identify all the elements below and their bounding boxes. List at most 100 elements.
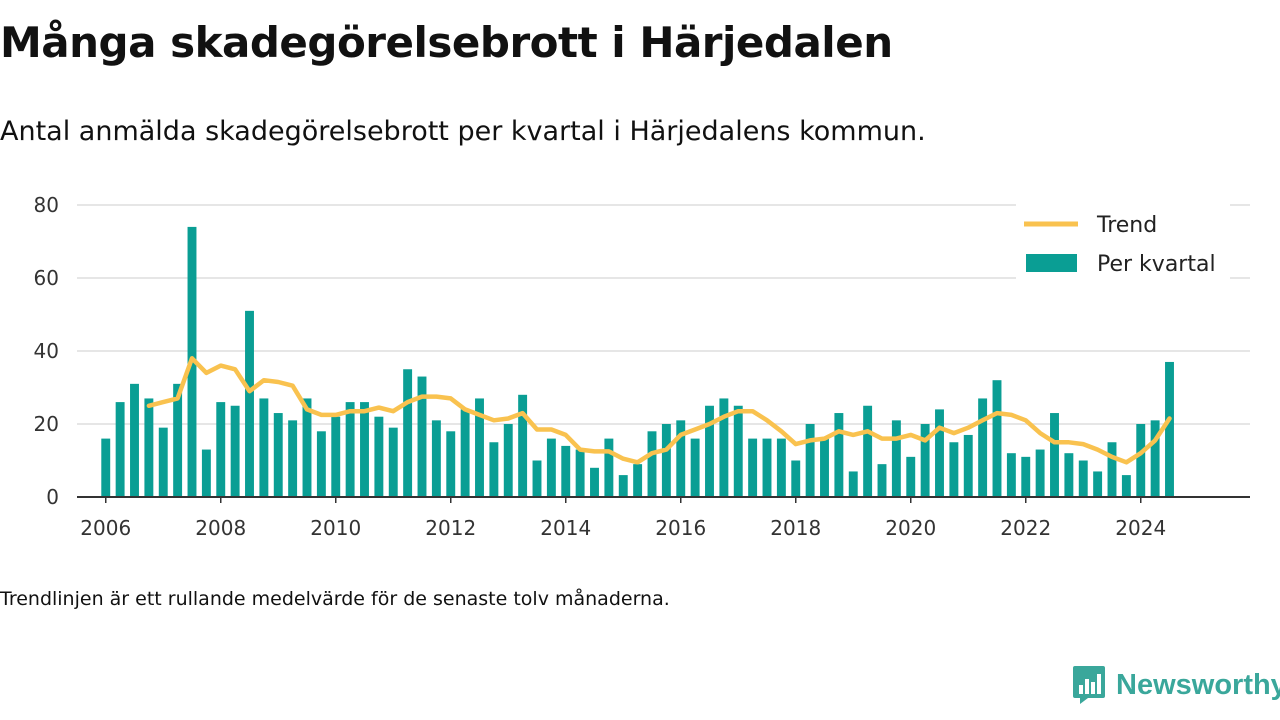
bar [820,438,829,497]
legend-swatch-per-kvartal [1026,254,1077,272]
bar [647,431,657,497]
x-tick-label: 2014 [540,516,591,540]
bar [546,438,556,497]
bar [403,369,413,497]
y-tick-label: 80 [34,193,59,217]
chart-title: Många skadegörelsebrott i Härjedalen [0,18,893,67]
axes: 0 20 40 60 80 2006 2008 2010 2012 2014 2016 2018 202… [34,193,1250,540]
bar [1078,460,1088,497]
trend-line [146,356,1172,465]
y-tick-label: 0 [46,485,59,509]
bar [949,442,959,497]
bar [776,438,786,497]
bar [158,427,168,497]
bar [1136,424,1146,497]
bar [503,424,513,497]
bar-series [101,226,1174,497]
footnote: Trendlinjen är ett rullande medelvärde f… [0,588,670,610]
bar [1006,453,1016,497]
y-tick-label: 60 [34,266,59,290]
x-tick-label: 2018 [770,516,821,540]
bar [1035,449,1045,497]
x-tick-label: 2006 [80,516,131,540]
bar [891,420,901,497]
bar [633,464,643,497]
bar [245,310,254,497]
x-tick-label: 2008 [195,516,246,540]
bar [115,402,125,497]
bar [561,445,571,497]
bar [388,427,398,497]
x-tick-label: 2012 [425,516,476,540]
bar [920,424,930,497]
bar [1050,413,1059,497]
legend-label-trend: Trend [1096,213,1157,238]
bar [1150,420,1160,497]
bar [661,424,671,497]
newsworthy-logo-icon [1073,666,1105,704]
bar [877,464,887,497]
bar [676,420,686,497]
bar [259,398,269,497]
bar [446,431,456,497]
bar [1093,471,1103,497]
bar [618,475,628,497]
bar [460,409,470,497]
bar [719,398,729,497]
bar [201,449,211,497]
legend: Trend Per kvartal [1016,204,1230,282]
bar [834,413,844,497]
bar [475,398,484,497]
bar [288,420,298,497]
x-tick-label: 2024 [1115,516,1166,540]
x-tick-label: 2010 [310,516,361,540]
chart: 0 20 40 60 80 2006 2008 2010 2012 2014 2016 2018 202… [34,193,1250,540]
bar [1021,456,1031,497]
bar [690,438,700,497]
bar [978,398,988,497]
brand-logo[interactable]: Newsworthy [1072,664,1280,706]
bar [431,420,441,497]
legend-label-per-kvartal: Per kvartal [1097,252,1216,277]
bar [101,438,111,497]
bar [1165,361,1174,497]
bar [575,449,585,497]
bar [230,405,240,497]
bar [302,398,312,497]
bar [130,383,139,497]
trend-series [146,356,1172,465]
bar [144,398,154,497]
bar [1121,475,1131,497]
bar [762,438,772,497]
bar [532,460,542,497]
bar [733,405,743,497]
bar [992,380,1002,497]
bar [935,409,944,497]
bar [417,376,427,497]
bar [963,434,973,497]
bar [273,413,283,497]
bar [848,471,858,497]
bar [748,438,758,497]
bar [705,405,714,497]
bar [791,460,801,497]
bar [604,438,614,497]
bar [345,402,355,497]
bar [906,456,916,497]
chart-subtitle: Antal anmälda skadegörelsebrott per kvar… [0,116,926,147]
x-tick-label: 2022 [1000,516,1051,540]
x-tick-label: 2020 [885,516,936,540]
bar [173,383,183,497]
bar [518,394,528,497]
bar [374,416,384,497]
bar [316,431,326,497]
bar [331,416,341,497]
brand-name: Newsworthy [1116,668,1280,701]
x-tick-label: 2016 [655,516,706,540]
y-tick-label: 40 [34,339,59,363]
bar [360,402,369,497]
bar [216,402,226,497]
bar [863,405,873,497]
bar [1107,442,1117,497]
bar [489,442,499,497]
